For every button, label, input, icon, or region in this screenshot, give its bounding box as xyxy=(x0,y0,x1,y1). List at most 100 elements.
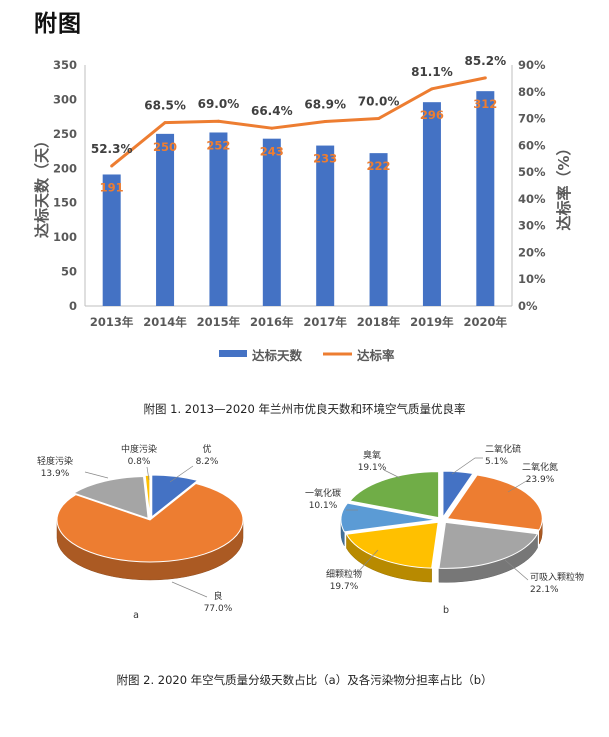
pie-category-label: 优 xyxy=(202,443,211,455)
line-series xyxy=(110,76,486,168)
bar-data-label: 312 xyxy=(473,97,497,111)
legend-line-label: 达标率 xyxy=(357,348,395,363)
line-point xyxy=(323,120,327,124)
pie-slice xyxy=(442,470,474,519)
y-tick-label: 350 xyxy=(53,58,77,72)
bar-data-label: 191 xyxy=(100,180,124,194)
y2-tick-label: 50% xyxy=(518,165,546,179)
leader-line xyxy=(84,471,109,479)
pie-value-label: 77.0% xyxy=(204,604,233,614)
pie-a xyxy=(56,474,244,581)
line-point xyxy=(430,87,434,91)
leader-line xyxy=(383,469,401,479)
bar-data-label: 296 xyxy=(420,108,444,122)
bar xyxy=(476,91,495,306)
pie-category-label: 可吸入颗粒物 xyxy=(530,571,584,583)
x-tick-label: 2017年 xyxy=(303,315,347,329)
legend-bar-swatch xyxy=(219,350,247,357)
line-data-label: 81.1% xyxy=(411,65,453,79)
pie-slice xyxy=(438,521,539,569)
y-tick-label: 250 xyxy=(53,127,77,141)
y-tick-label: 200 xyxy=(53,161,77,175)
leader-line xyxy=(171,581,208,598)
leader-line xyxy=(507,479,529,493)
line-point xyxy=(377,117,381,121)
pie-slice xyxy=(345,521,439,569)
pie-category-label: 一氧化碳 xyxy=(305,487,341,499)
line-data-label: 85.2% xyxy=(464,54,506,68)
pie-category-label: 轻度污染 xyxy=(37,455,73,467)
pie-value-label: 13.9% xyxy=(41,469,70,479)
leader-line xyxy=(451,457,483,475)
figure-2-caption: 附图 2. 2020 年空气质量分级天数占比（a）及各污染物分担率占比（b） xyxy=(116,673,493,687)
bar-data-label: 222 xyxy=(367,159,391,173)
y2-axis-title: 达标率（%） xyxy=(555,140,573,230)
pie-category-label: 臭氧 xyxy=(363,449,381,461)
y2-tick-label: 30% xyxy=(518,219,546,233)
pie-category-label: 中度污染 xyxy=(121,443,157,455)
leader-line xyxy=(357,549,379,573)
bar xyxy=(102,174,121,306)
pie-slice xyxy=(56,482,244,563)
pie-slice xyxy=(151,474,199,518)
legend-bar-label: 达标天数 xyxy=(252,348,303,363)
pie-a-sublabel: a xyxy=(133,610,139,621)
pie-b-sublabel: b xyxy=(443,605,449,616)
line-point xyxy=(483,76,487,80)
leader-line xyxy=(146,466,150,481)
pie-value-label: 5.1% xyxy=(485,457,508,467)
bar xyxy=(369,153,388,306)
line-point xyxy=(270,126,274,130)
line-data-label: 70.0% xyxy=(358,95,400,109)
bar xyxy=(422,102,441,306)
figure-1-caption: 附图 1. 2013—2020 年兰州市优良天数和环境空气质量优良率 xyxy=(143,402,466,416)
bar-data-label: 250 xyxy=(153,140,177,154)
x-tick-label: 2019年 xyxy=(410,315,454,329)
y-axis-title: 达标天数（天） xyxy=(33,133,51,238)
bar-data-label: 233 xyxy=(313,152,337,166)
pie-value-label: 19.7% xyxy=(330,582,359,592)
pie-value-label: 0.8% xyxy=(128,457,151,467)
y-tick-label: 50 xyxy=(61,265,77,279)
bar xyxy=(316,145,335,306)
x-tick-label: 2013年 xyxy=(90,315,134,329)
bar xyxy=(209,132,228,306)
bar-data-label: 252 xyxy=(206,138,230,152)
x-tick-label: 2014年 xyxy=(143,315,187,329)
bar xyxy=(262,138,281,306)
combo-chart: 0 50 100 150 200 250 300 350 0% 10% 20% 30% 40% 50% 60… xyxy=(33,54,573,363)
y2-tick-label: 80% xyxy=(518,85,546,99)
pie-category-label: 二氧化硫 xyxy=(485,443,521,455)
line-point xyxy=(110,164,114,168)
pie-value-label: 10.1% xyxy=(309,501,338,511)
y2-tick-label: 10% xyxy=(518,272,546,286)
line-data-label: 68.5% xyxy=(144,99,186,113)
pie-category-label: 二氧化氮 xyxy=(522,461,558,473)
x-tick-label: 2020年 xyxy=(464,315,508,329)
line-point xyxy=(163,121,167,125)
line-point xyxy=(216,119,220,123)
pie-value-label: 22.1% xyxy=(530,585,559,595)
y2-tick-label: 40% xyxy=(518,192,546,206)
page-title: 附图 xyxy=(34,11,82,37)
x-tick-label: 2016年 xyxy=(250,315,294,329)
x-tick-label: 2015年 xyxy=(197,315,241,329)
leader-line xyxy=(169,465,194,483)
y2-tick-label: 60% xyxy=(518,138,546,152)
bar xyxy=(156,133,175,306)
y2-tick-label: 0% xyxy=(518,299,538,313)
y2-tick-label: 20% xyxy=(518,245,546,259)
y-tick-label: 100 xyxy=(53,230,77,244)
pie-slice xyxy=(144,474,151,518)
pie-value-label: 19.1% xyxy=(358,463,387,473)
y-tick-label: 150 xyxy=(53,196,77,210)
line-data-label: 52.3% xyxy=(91,142,133,156)
leader-line xyxy=(504,559,529,581)
x-tick-label: 2018年 xyxy=(357,315,401,329)
pie-slice xyxy=(446,474,543,531)
bar-data-label: 243 xyxy=(260,145,284,159)
pie-slice xyxy=(72,475,149,520)
pie-value-label: 8.2% xyxy=(196,457,219,467)
pie-charts: 优 8.2% 中度污染 0.8% 轻度污染 13.9% 良 77.0% a 二氧化硫 5.1% 二氧化… xyxy=(37,443,584,621)
y-tick-label: 0 xyxy=(69,299,77,313)
